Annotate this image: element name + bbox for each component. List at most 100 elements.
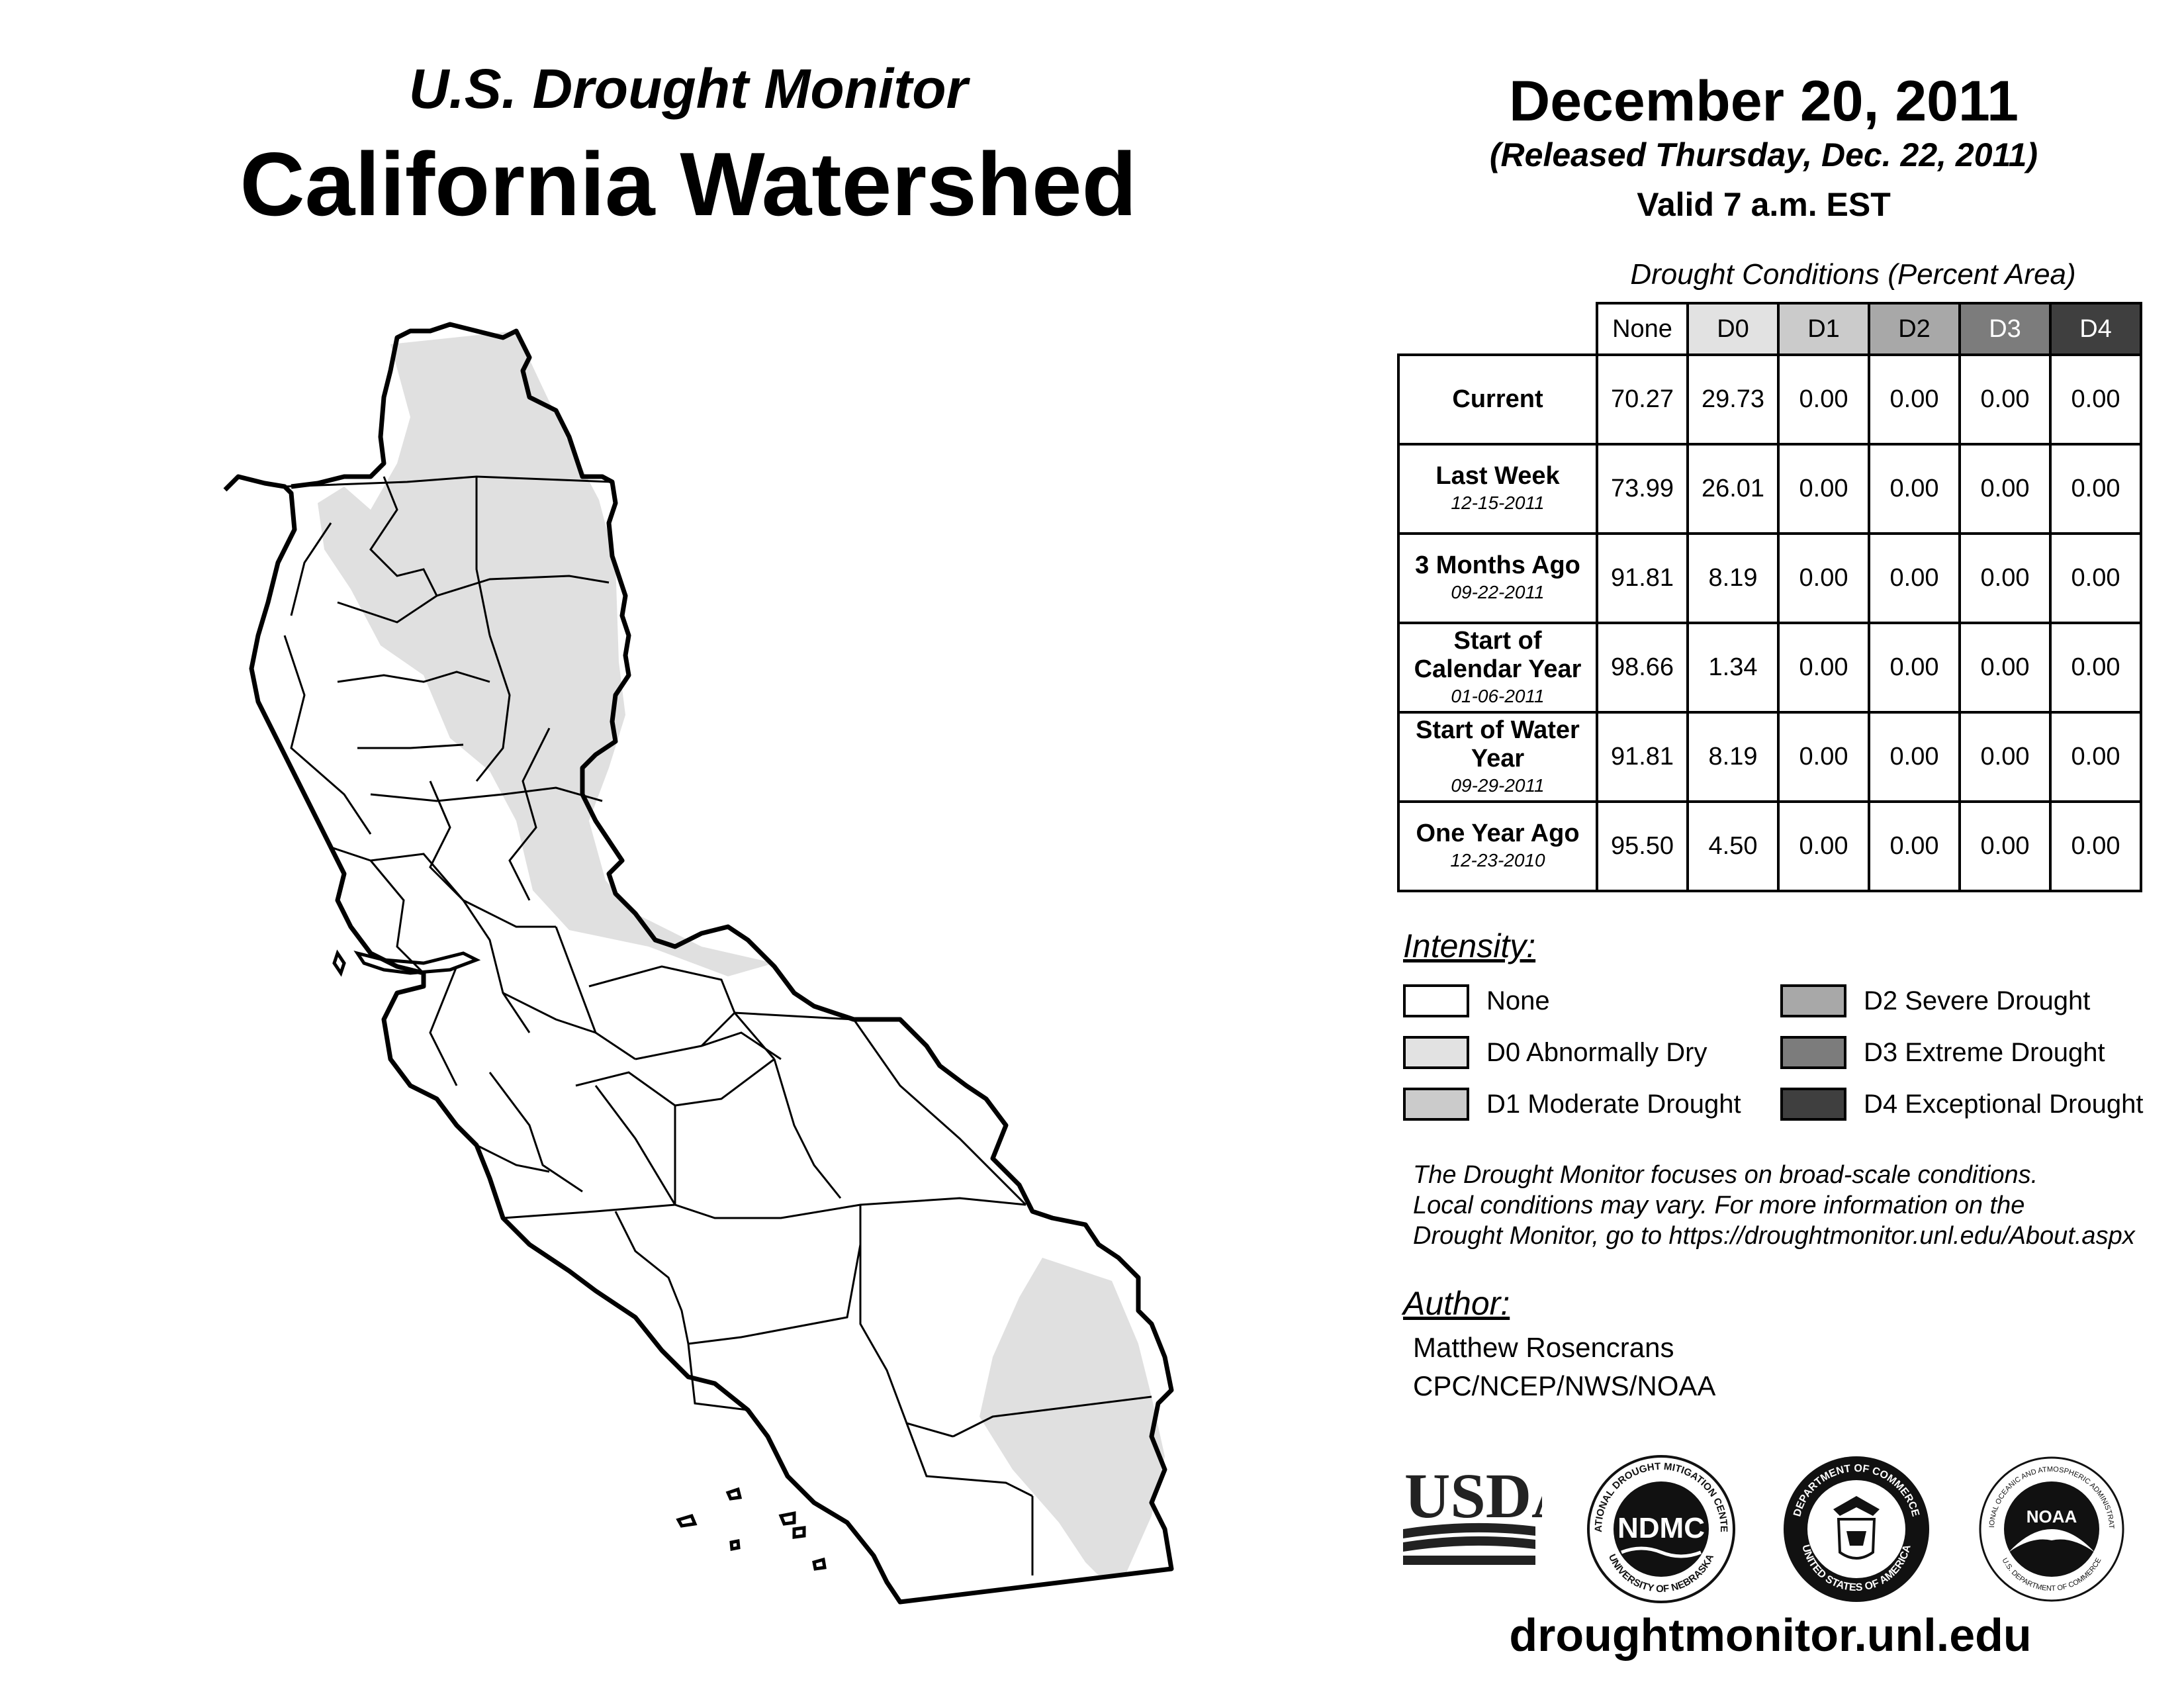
- row-label-text: 3 Months Ago: [1415, 551, 1580, 579]
- subbasin-boundaries: [283, 475, 1152, 1575]
- cell-none: 70.27: [1596, 353, 1689, 445]
- cell-d4: 0.00: [2049, 353, 2142, 445]
- ndmc-logo: NATIONAL DROUGHT MITIGATION CENTER UNIVE…: [1585, 1453, 1735, 1603]
- cell-d1: 0.00: [1777, 711, 1870, 803]
- legend-swatch: [1780, 984, 1846, 1017]
- note-line: The Drought Monitor focuses on broad-sca…: [1413, 1161, 2038, 1189]
- legend-swatch: [1780, 1036, 1846, 1069]
- cell-d2: 0.00: [1868, 353, 1961, 445]
- row-label: Last Week 12-15-2011: [1397, 443, 1598, 535]
- cell-d4: 0.00: [2049, 711, 2142, 803]
- cell-none: 98.66: [1596, 622, 1689, 714]
- col-header-d2: D2: [1868, 302, 1961, 356]
- row-label-text: One Year Ago: [1416, 820, 1580, 847]
- cell-d4: 0.00: [2049, 622, 2142, 714]
- col-header-d0: D0: [1686, 302, 1780, 356]
- legend-item-d3: D3 Extreme Drought: [1780, 1034, 2105, 1071]
- legend-swatch: [1403, 984, 1469, 1017]
- watershed-outline: [223, 322, 1174, 1605]
- valid-time: Valid 7 a.m. EST: [1637, 186, 1891, 223]
- legend-item-none: None: [1403, 982, 1550, 1019]
- legend-label: D3 Extreme Drought: [1864, 1037, 2105, 1067]
- cell-d2: 0.00: [1868, 711, 1961, 803]
- shield-icon: [1837, 1518, 1876, 1560]
- legend-swatch: [1780, 1088, 1846, 1121]
- legend-item-d0: D0 Abnormally Dry: [1403, 1034, 1707, 1071]
- row-label: 3 Months Ago 09-22-2011: [1397, 532, 1598, 624]
- cell-d2: 0.00: [1868, 622, 1961, 714]
- col-header-d1: D1: [1777, 302, 1870, 356]
- release-note: (Released Thursday, Dec. 22, 2011): [1489, 136, 2038, 173]
- row-date: 09-29-2011: [1451, 774, 1545, 796]
- cell-d1: 0.00: [1777, 353, 1870, 445]
- table-row: Last Week 12-15-2011 73.99 26.01 0.00 0.0…: [1397, 443, 2142, 535]
- table-corner: [1398, 303, 1598, 356]
- cell-d1: 0.00: [1777, 800, 1870, 892]
- note-line: Drought Monitor, go to https://droughtmo…: [1413, 1222, 2135, 1250]
- cell-d4: 0.00: [2049, 532, 2142, 624]
- legend-label: None: [1486, 986, 1550, 1015]
- cell-d1: 0.00: [1777, 443, 1870, 535]
- cell-none: 95.50: [1596, 800, 1689, 892]
- map-subtitle: U.S. Drought Monitor: [408, 58, 968, 120]
- row-label: One Year Ago 12-23-2010: [1397, 800, 1598, 892]
- author-title: Author:: [1403, 1285, 1510, 1322]
- legend-item-d2: D2 Severe Drought: [1780, 982, 2090, 1019]
- row-date: 09-22-2011: [1451, 582, 1545, 602]
- row-label: Start of Water Year 09-29-2011: [1397, 711, 1598, 803]
- cell-d2: 0.00: [1868, 532, 1961, 624]
- cell-d4: 0.00: [2049, 800, 2142, 892]
- legend-label: D0 Abnormally Dry: [1486, 1037, 1707, 1067]
- cell-d3: 0.00: [1958, 353, 2052, 445]
- cell-d3: 0.00: [1958, 532, 2052, 624]
- row-label-text: Last Week: [1435, 462, 1560, 490]
- col-header-none: None: [1596, 302, 1689, 356]
- cell-d0: 1.34: [1686, 622, 1780, 714]
- noaa-bird-icon: [2009, 1529, 2095, 1552]
- cell-none: 91.81: [1596, 532, 1689, 624]
- row-date: 12-15-2011: [1451, 492, 1545, 513]
- legend-title: Intensity:: [1403, 927, 1536, 964]
- cell-d3: 0.00: [1958, 711, 2052, 803]
- cell-d0: 29.73: [1686, 353, 1780, 445]
- row-label-text: Start of Water Year: [1416, 716, 1580, 773]
- author-name: Matthew Rosencrans: [1413, 1332, 1674, 1363]
- note-line: Local conditions may vary. For more info…: [1413, 1192, 2025, 1219]
- cell-d1: 0.00: [1777, 532, 1870, 624]
- table-row: Start of Water Year 09-29-2011 91.81 8.19…: [1397, 711, 2142, 803]
- cell-d2: 0.00: [1868, 800, 1961, 892]
- author-org: CPC/NCEP/NWS/NOAA: [1413, 1370, 1716, 1401]
- legend-label: D2 Severe Drought: [1864, 986, 2091, 1015]
- d0-area: [318, 331, 1165, 1575]
- cell-none: 73.99: [1596, 443, 1689, 535]
- table-header-row: None D0 D1 D2 D3 D4: [1398, 302, 2142, 356]
- row-date: 12-23-2010: [1450, 850, 1545, 870]
- legend-swatch: [1403, 1088, 1469, 1121]
- islands: [332, 949, 827, 1571]
- valid-date: December 20, 2011: [1509, 70, 2019, 133]
- cell-d2: 0.00: [1868, 443, 1961, 535]
- table-row: Current 70.27 29.73 0.00 0.00 0.00 0.00: [1397, 353, 2142, 445]
- col-header-d4: D4: [2049, 302, 2142, 356]
- col-header-d3: D3: [1958, 302, 2052, 356]
- map-title: California Watershed: [240, 134, 1137, 234]
- cell-d0: 8.19: [1686, 711, 1780, 803]
- table-row: 3 Months Ago 09-22-2011 91.81 8.19 0.00 0…: [1397, 532, 2142, 624]
- legend-label: D4 Exceptional Drought: [1864, 1089, 2144, 1119]
- row-date: 01-06-2011: [1451, 685, 1545, 706]
- table-row: Start of Calendar Year 01-06-2011 98.66 1…: [1397, 622, 2142, 714]
- noaa-logo-text: NOAA: [2026, 1507, 2077, 1526]
- cell-d3: 0.00: [1958, 622, 2052, 714]
- legend-swatch: [1403, 1036, 1469, 1069]
- noaa-logo: NATIONAL OCEANIC AND ATMOSPHERIC ADMINIS…: [1976, 1453, 2124, 1602]
- website-url[interactable]: droughtmonitor.unl.edu: [1509, 1609, 2032, 1661]
- row-label: Current: [1397, 353, 1598, 445]
- cell-d3: 0.00: [1958, 443, 2052, 535]
- row-label: Start of Calendar Year 01-06-2011: [1397, 622, 1598, 714]
- disclaimer-note: The Drought Monitor focuses on broad-sca…: [1413, 1160, 2181, 1251]
- row-label-text: Current: [1452, 385, 1543, 413]
- legend-item-d4: D4 Exceptional Drought: [1780, 1086, 2143, 1123]
- eagle-icon: [1833, 1496, 1880, 1516]
